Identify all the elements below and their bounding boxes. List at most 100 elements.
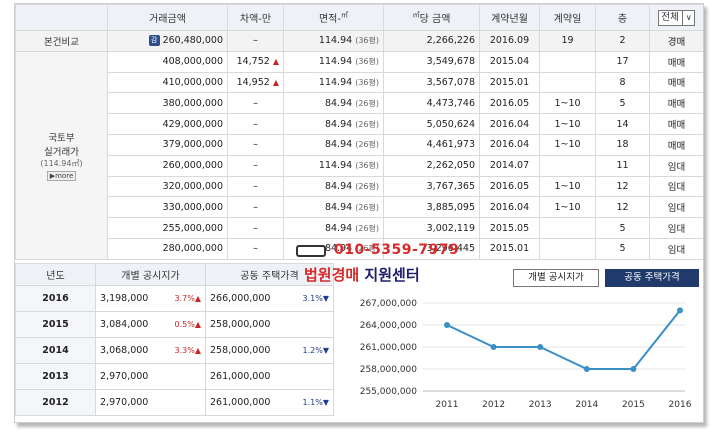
subject-area: 114.94 (36평) [283, 30, 384, 52]
individual-price-cell: 2,970,000 [95, 363, 206, 390]
individual-price-cell: 3,084,000 0.5%▲ [95, 311, 206, 338]
table-row: 429,000,000–84.94 (26평) 5,050,624 2016.04 1… [16, 113, 703, 135]
individual-price-cell: 3,068,000 3.3%▲ [95, 337, 206, 364]
row-unit-price: 3,549,678 [383, 50, 480, 73]
down-arrow-icon: ▼ [322, 398, 329, 407]
table-row: 2015 3,084,000 0.5%▲ 258,000,000 [15, 311, 334, 338]
chevron-down-icon: ∨ [681, 10, 692, 25]
type-filter-header: 전체 ∨ [649, 4, 703, 31]
table-row: 2013 2,970,000 261,000,000 [15, 363, 334, 390]
more-button[interactable]: ▶more [46, 170, 77, 181]
y-tick-label: 255,000,000 [360, 387, 418, 397]
row-area: 84.94 (26평) [283, 217, 384, 239]
y-tick-label: 267,000,000 [360, 299, 418, 309]
row-day: 1~10 [539, 175, 596, 198]
row-area: 114.94 (36평) [283, 154, 384, 177]
data-point [444, 322, 450, 328]
row-price: 280,000,000 [107, 237, 228, 260]
year-cell: 2015 [15, 311, 96, 338]
joint-price-cell: 266,000,000 3.1%▼ [205, 285, 334, 312]
row-diff: 14,952 ▲ [227, 71, 284, 94]
row-ym: 2015.01 [479, 237, 540, 260]
row-price: 260,000,000 [107, 154, 228, 177]
row-diff: – [227, 133, 284, 156]
type-filter-select[interactable]: 전체 ∨ [658, 9, 695, 26]
contract-ym-header: 계약년월 [479, 4, 540, 31]
row-diff: – [227, 175, 284, 198]
table-row: 255,000,000–84.94 (26평) 3,002,119 2015.05 5… [16, 217, 703, 239]
row-floor: 17 [595, 50, 650, 73]
individual-price-button[interactable]: 개별 공시지가 [513, 269, 599, 287]
data-point [583, 366, 590, 372]
corner-header [15, 4, 108, 31]
line-chart: 267,000,000 264,000,000 261,000,000 258,000… [360, 299, 692, 410]
area-header: 면적-㎡ [283, 4, 384, 31]
year-header: 년도 [15, 263, 96, 286]
row-floor: 18 [595, 133, 650, 156]
row-floor: 5 [595, 92, 650, 115]
individual-price-cell: 2,970,000 [95, 389, 206, 416]
row-diff: – [227, 154, 284, 177]
table-row: 260,000,000–114.94 (36평) 2,262,050 2014.07… [16, 154, 703, 177]
row-ym: 2015.01 [479, 71, 540, 94]
year-cell: 2012 [15, 389, 96, 416]
row-unit-price: 3,296,445 [383, 237, 480, 260]
row-ym: 2016.05 [479, 175, 540, 198]
row-floor: 12 [595, 196, 650, 219]
row-floor: 11 [595, 154, 650, 177]
row-price: 380,000,000 [107, 92, 228, 115]
appraisal-badge: 감 [148, 35, 160, 47]
data-point [630, 366, 637, 372]
individual-price-cell: 3,198,000 3.7%▲ [95, 285, 206, 312]
row-floor: 12 [595, 175, 650, 198]
up-arrow-icon: ▲ [272, 57, 279, 67]
table-row: 2012 2,970,000 261,000,000 1.1%▼ [15, 389, 334, 416]
joint-price-button[interactable]: 공동 주택가격 [605, 269, 699, 287]
official-price-table: 년도 개별 공시지가 공동 주택가격 2016 3,198,000 3.7%▲ 266… [15, 263, 334, 416]
row-unit-price: 4,473,746 [383, 92, 480, 115]
row-type: 매매 [649, 113, 703, 135]
row-area: 114.94 (36평) [283, 50, 384, 73]
row-type: 매매 [649, 133, 703, 156]
row-day [539, 71, 596, 94]
joint-price-cell: 261,000,000 [205, 363, 334, 390]
row-price: 429,000,000 [107, 113, 228, 135]
data-point [490, 344, 497, 350]
series-line [446, 309, 681, 370]
row-unit-price: 3,885,095 [383, 196, 480, 219]
down-arrow-icon: ▼ [322, 346, 329, 355]
row-diff: 14,752 ▲ [227, 50, 284, 73]
table-row: 380,000,000–84.94 (26평) 4,473,746 2016.05 1… [16, 92, 703, 115]
subject-floor: 2 [595, 30, 650, 52]
row-area: 84.94 (26평) [283, 133, 384, 156]
row-type: 매매 [649, 50, 703, 73]
table-row: 280,000,000–84.94 (26평) 3,296,445 2015.01 5… [16, 237, 703, 260]
row-price: 255,000,000 [107, 217, 228, 239]
individual-price-header: 개별 공시지가 [95, 263, 206, 286]
row-floor: 8 [595, 71, 650, 94]
up-arrow-icon: ▲ [194, 346, 201, 355]
up-arrow-icon: ▲ [194, 294, 201, 303]
row-ym: 2015.04 [479, 50, 540, 73]
row-floor: 5 [595, 217, 650, 239]
row-area: 84.94 (26평) [283, 175, 384, 198]
row-floor: 5 [595, 237, 650, 260]
x-tick-label: 2011 [436, 400, 459, 410]
row-unit-price: 3,567,078 [383, 71, 480, 94]
table-row: 379,000,000–84.94 (26평) 4,461,973 2016.04 1… [16, 133, 703, 156]
x-tick-label: 2015 [622, 400, 645, 410]
table-row: 330,000,000–84.94 (26평) 3,885,095 2016.04 1… [16, 196, 703, 219]
row-area: 84.94 (26평) [283, 196, 384, 219]
row-unit-price: 5,050,624 [383, 113, 480, 135]
row-unit-price: 3,002,119 [383, 217, 480, 239]
joint-price-header: 공동 주택가격 [205, 263, 334, 286]
price-header: 거래금액 [107, 4, 228, 31]
contract-day-header: 계약일 [539, 4, 596, 31]
row-type: 임대 [649, 196, 703, 219]
row-type: 임대 [649, 237, 703, 260]
row-ym: 2014.07 [479, 154, 540, 177]
row-day [539, 217, 596, 239]
row-unit-price: 2,262,050 [383, 154, 480, 177]
joint-price-cell: 261,000,000 1.1%▼ [205, 389, 334, 416]
y-tick-label: 258,000,000 [360, 365, 418, 375]
